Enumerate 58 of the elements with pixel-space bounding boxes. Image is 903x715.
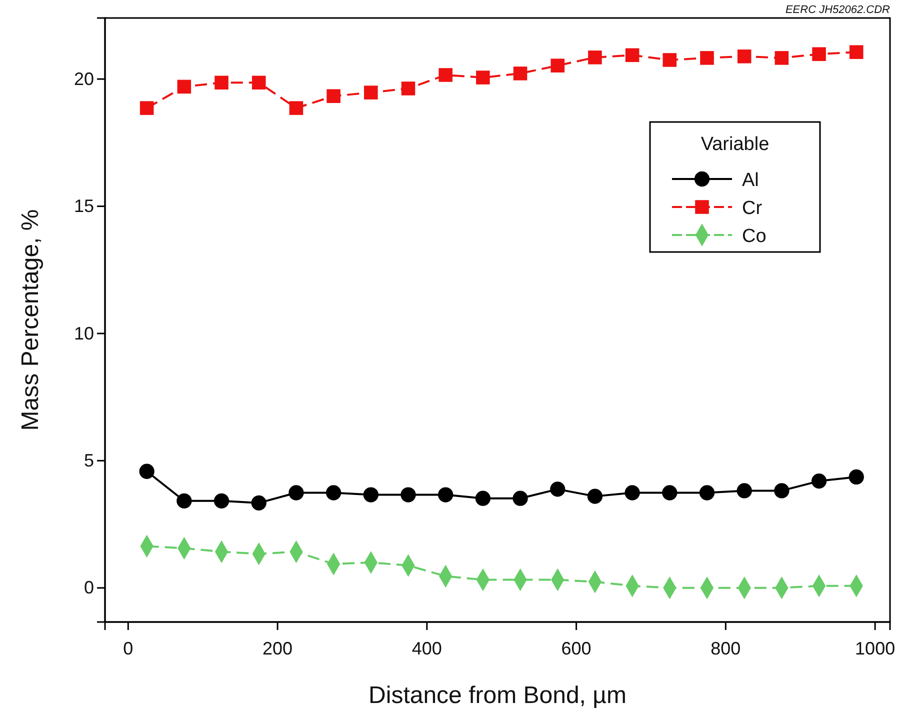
point [251, 495, 266, 510]
point [326, 89, 340, 103]
point [476, 70, 490, 84]
point [438, 487, 454, 502]
text: EERC JH52062.CDR [785, 4, 890, 16]
point [176, 493, 192, 508]
y-tick-label: 0 [84, 578, 94, 598]
point [624, 485, 640, 500]
point [737, 50, 752, 64]
x-tick-label: 200 [262, 638, 293, 659]
legend-title: Variable [700, 134, 770, 155]
point [625, 48, 640, 62]
point [848, 469, 864, 485]
point [774, 51, 789, 65]
y-axis-title: Mass Percentage, % [17, 209, 44, 431]
point [288, 485, 304, 500]
point [214, 493, 230, 508]
point [812, 47, 826, 62]
point [774, 483, 790, 498]
point [363, 487, 378, 502]
point [401, 82, 416, 96]
point [139, 464, 154, 479]
point [550, 482, 566, 497]
point [699, 485, 715, 500]
point [289, 101, 304, 115]
point [587, 488, 603, 504]
y-tick-label: 20 [74, 68, 94, 89]
point [364, 86, 378, 100]
legend-label: Cr [742, 198, 763, 219]
point [811, 473, 827, 489]
point [400, 487, 416, 502]
point [140, 101, 154, 115]
x-tick-label: 0 [123, 638, 134, 659]
x-tick-label: 400 [412, 638, 442, 659]
x-tick-label: 600 [561, 638, 592, 659]
point [214, 76, 228, 90]
point [513, 66, 528, 80]
y-tick-label: 10 [74, 323, 94, 344]
legend-label: Co [742, 226, 766, 247]
point [662, 53, 677, 67]
point [700, 51, 714, 65]
point [550, 58, 565, 72]
x-axis-title: Distance from Bond, µm [368, 682, 626, 709]
point [512, 490, 528, 506]
point [177, 80, 192, 94]
legend-label: Al [742, 170, 759, 191]
point [252, 76, 266, 90]
point [662, 485, 678, 500]
x-tick-label: 1000 [855, 638, 896, 659]
point [588, 50, 602, 64]
x-tick-label: 800 [710, 638, 741, 659]
y-tick-label: 15 [74, 196, 94, 216]
point [849, 45, 864, 59]
y-tick-label: 5 [84, 450, 94, 470]
point [736, 483, 752, 498]
point [438, 68, 452, 82]
point [475, 490, 491, 506]
point [326, 485, 342, 500]
